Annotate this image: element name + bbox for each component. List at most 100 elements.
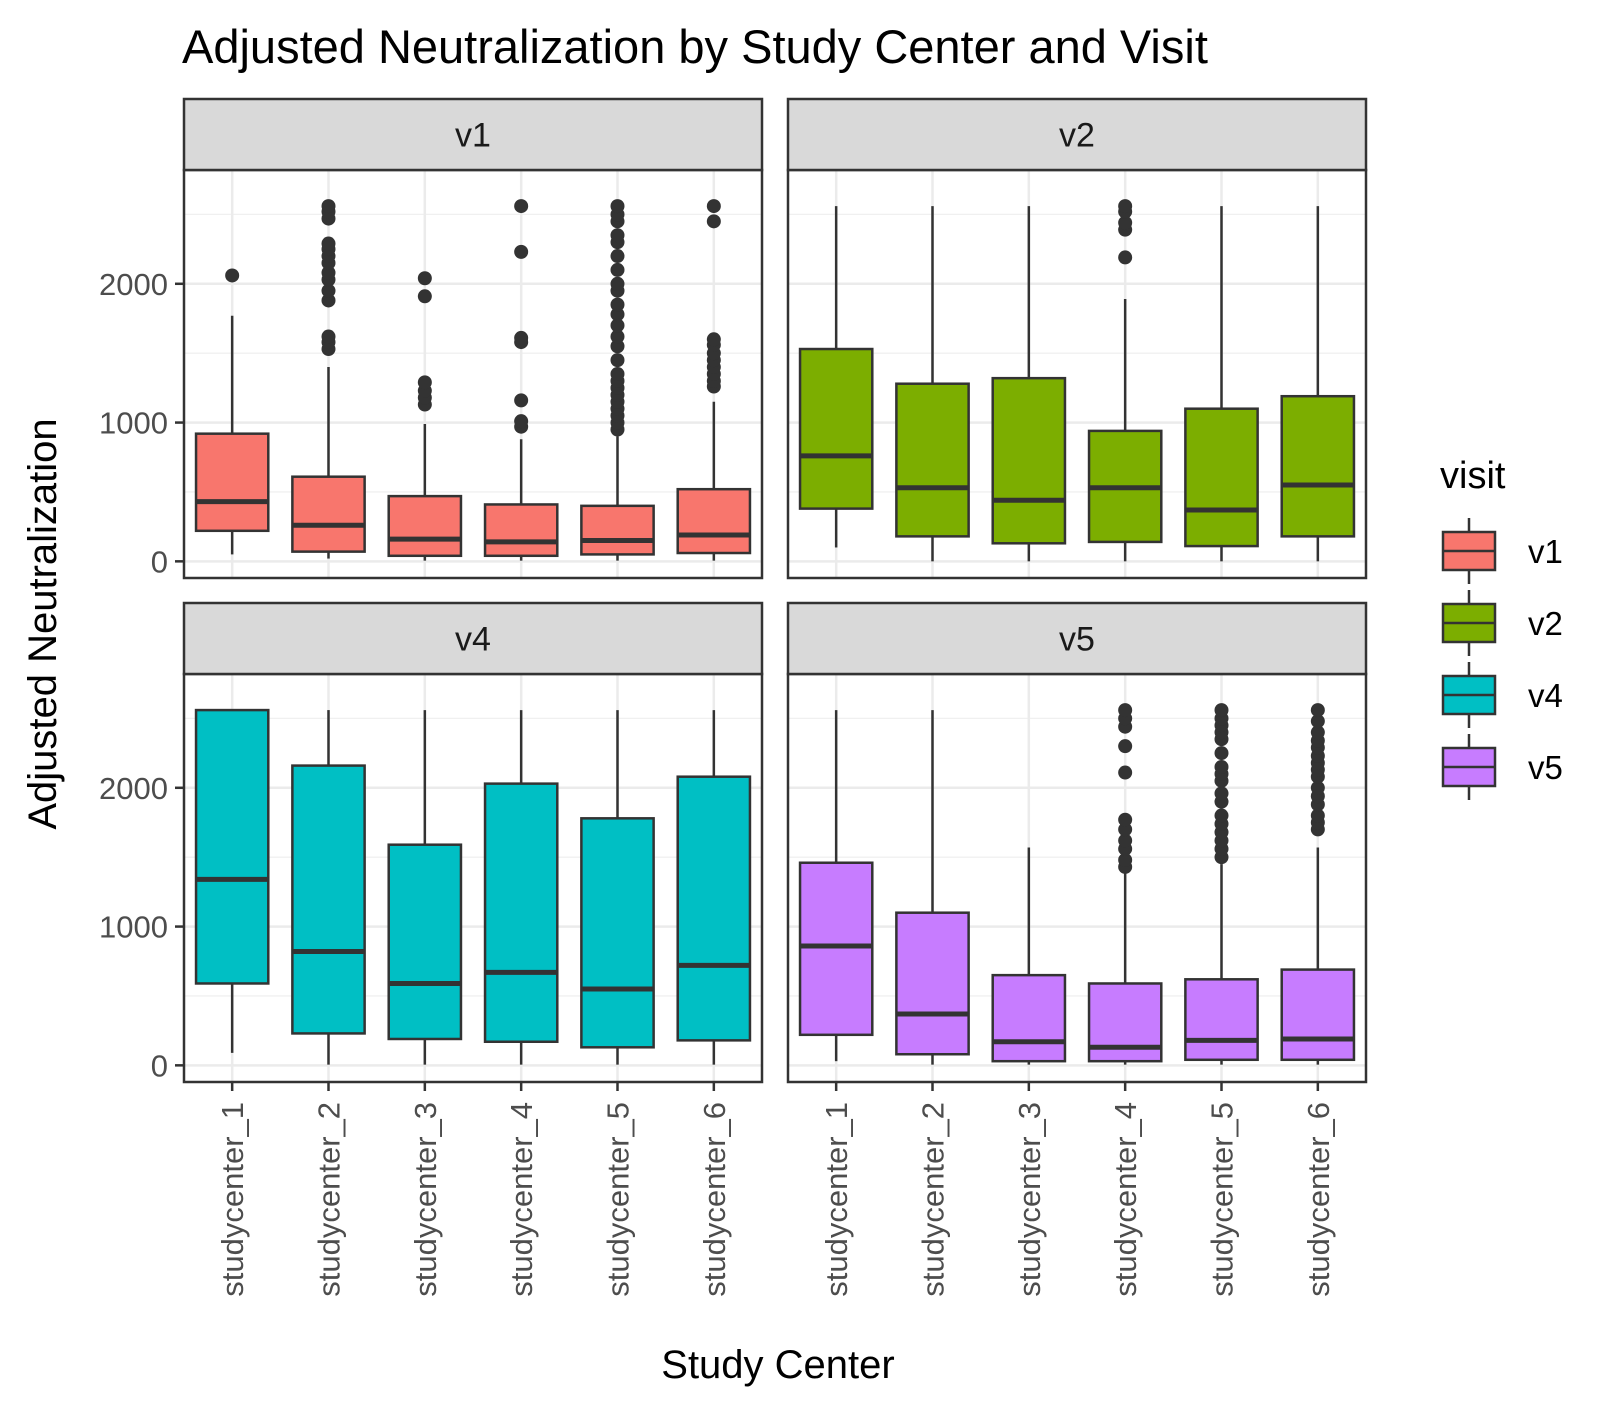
y-tick-label: 0 — [151, 544, 168, 579]
y-tick-label: 1000 — [99, 406, 168, 441]
panel-background — [788, 674, 1366, 1082]
box-iqr — [991, 376, 1067, 545]
panel-background — [788, 170, 1366, 578]
outlier-point — [610, 353, 625, 368]
outlier-point — [1214, 786, 1229, 801]
legend-entry-v1: v1 — [1441, 518, 1563, 584]
box-iqr — [580, 504, 655, 556]
facet-panel-v5: v5 studycenter_1 studycenter_2 studycenter_… — [786, 601, 1368, 1297]
outlier-point — [1310, 703, 1325, 718]
legend: v1 v2 v4 v5 — [1441, 518, 1563, 800]
outlier-point — [321, 199, 336, 214]
outlier-point — [1118, 765, 1133, 780]
outlier-point — [417, 289, 432, 304]
outlier-point — [1118, 250, 1133, 265]
box-iqr — [1280, 394, 1356, 538]
outlier-point — [1118, 833, 1133, 848]
outlier-point — [417, 271, 432, 286]
x-tick-label: studycenter_2 — [916, 1102, 951, 1297]
outlier-point — [1118, 739, 1133, 754]
outlier-point — [1118, 199, 1133, 214]
outlier-point — [1118, 703, 1133, 718]
facet-strip-label: v4 — [455, 621, 491, 659]
legend-entry-v5: v5 — [1441, 734, 1563, 800]
box-iqr — [291, 764, 366, 1035]
outlier-point — [610, 318, 625, 333]
box-v4-studycenter_1 — [194, 708, 270, 1053]
box-iqr — [1184, 407, 1259, 548]
box-v2-studycenter_6 — [1280, 206, 1356, 562]
outlier-point — [610, 228, 625, 243]
box-iqr — [676, 775, 752, 1042]
outlier-point — [1118, 822, 1133, 837]
outlier-point — [321, 293, 336, 308]
facet-strip — [182, 97, 764, 172]
y-axis-label: Adjusted Neutralization — [21, 418, 65, 829]
box-v4-studycenter_4 — [483, 710, 559, 1065]
facets-layer: v1 0 1000 2000 v2 v4 0 1000 2000 studycenter_1 stu… — [99, 97, 1368, 1297]
outlier-point — [706, 214, 721, 229]
facet-strip — [182, 601, 764, 676]
outlier-point — [610, 199, 625, 214]
facet-panel-v1: v1 0 1000 2000 — [99, 97, 764, 579]
outlier-point — [610, 276, 625, 291]
outlier-point — [610, 307, 625, 322]
facet-strip — [786, 97, 1368, 172]
outlier-point — [1118, 215, 1133, 230]
outlier-point — [1310, 780, 1325, 795]
x-tick-label: studycenter_1 — [819, 1102, 854, 1297]
outlier-point — [706, 332, 721, 347]
x-axis-label: Study Center — [661, 1343, 894, 1387]
box-v5-studycenter_3 — [991, 847, 1067, 1065]
facet-strip-label: v5 — [1059, 621, 1095, 659]
box-v4-studycenter_3 — [387, 710, 463, 1065]
box-iqr — [194, 432, 270, 533]
box-iqr — [895, 382, 970, 538]
x-tick-label: studycenter_4 — [504, 1102, 539, 1297]
outlier-point — [610, 297, 625, 312]
outlier-point — [1214, 746, 1229, 761]
panel-background — [184, 674, 762, 1082]
outlier-point — [1118, 852, 1133, 867]
outlier-point — [225, 268, 240, 283]
box-v5-studycenter_1 — [798, 710, 874, 1062]
box-iqr — [483, 503, 559, 558]
x-tick-label: studycenter_6 — [1301, 1102, 1336, 1297]
y-tick-label: 0 — [151, 1048, 168, 1083]
legend-entry-v2: v2 — [1441, 590, 1563, 656]
box-iqr — [1184, 978, 1259, 1062]
legend-label: v4 — [1528, 677, 1563, 714]
box-v5-studycenter_2 — [895, 710, 970, 1065]
box-iqr — [798, 347, 874, 510]
outlier-point — [1310, 725, 1325, 740]
box-iqr — [895, 911, 970, 1056]
x-tick-label: studycenter_5 — [1205, 1102, 1240, 1297]
outlier-point — [1118, 812, 1133, 827]
facet-panel-v2: v2 — [786, 97, 1368, 580]
legend-label: v2 — [1528, 605, 1563, 642]
outlier-point — [610, 262, 625, 277]
x-tick-label: studycenter_1 — [215, 1102, 250, 1297]
x-tick-label: studycenter_2 — [312, 1102, 347, 1297]
box-v2-studycenter_5 — [1184, 206, 1259, 562]
facet-strip — [786, 601, 1368, 676]
outlier-point — [1214, 703, 1229, 718]
outlier-point — [610, 329, 625, 344]
outlier-point — [514, 393, 529, 408]
y-tick-label: 2000 — [99, 771, 168, 806]
box-iqr — [387, 843, 463, 1041]
box-v4-studycenter_2 — [291, 710, 366, 1065]
outlier-point — [1310, 714, 1325, 729]
x-tick-label: studycenter_3 — [408, 1102, 443, 1297]
box-v5-studycenter_5 — [1184, 703, 1259, 1065]
box-v2-studycenter_2 — [895, 206, 970, 562]
outlier-point — [706, 199, 721, 214]
outlier-point — [1214, 808, 1229, 823]
y-tick-label: 2000 — [99, 267, 168, 302]
x-tick-label: studycenter_6 — [697, 1102, 732, 1297]
box-v1-studycenter_3 — [387, 271, 463, 561]
box-v1-studycenter_6 — [676, 199, 752, 561]
outlier-point — [321, 236, 336, 251]
